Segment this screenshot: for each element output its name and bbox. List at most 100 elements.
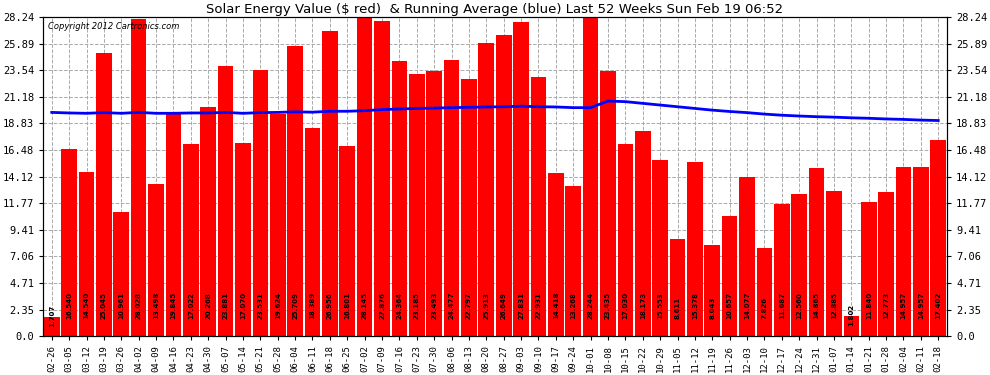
Bar [635, 131, 650, 336]
Text: 17.402: 17.402 [936, 292, 941, 320]
Text: 15.378: 15.378 [692, 292, 698, 320]
Text: 23.881: 23.881 [223, 292, 229, 320]
Text: 7.826: 7.826 [761, 297, 767, 320]
Text: Copyright 2012 Cartronics.com: Copyright 2012 Cartronics.com [48, 22, 179, 31]
Text: 23.435: 23.435 [605, 292, 611, 320]
Bar [78, 172, 94, 336]
Bar [96, 53, 112, 336]
Bar [409, 74, 425, 336]
Text: 14.865: 14.865 [814, 292, 820, 320]
Bar [114, 212, 129, 336]
Bar [478, 43, 494, 336]
Text: 8.043: 8.043 [709, 297, 716, 320]
Text: 1.707: 1.707 [49, 304, 54, 327]
Bar [444, 60, 459, 336]
Bar [236, 143, 250, 336]
Text: 11.840: 11.840 [865, 292, 872, 320]
Text: 12.773: 12.773 [883, 292, 889, 320]
Bar [809, 168, 825, 336]
Bar [252, 70, 268, 336]
Bar [131, 20, 147, 336]
Bar [305, 128, 321, 336]
Bar [270, 114, 285, 336]
Bar [896, 167, 912, 336]
Bar [600, 71, 616, 336]
Bar [878, 192, 894, 336]
Bar [548, 173, 563, 336]
Text: 23.531: 23.531 [257, 292, 263, 320]
Text: 20.268: 20.268 [205, 292, 211, 320]
Text: 28.244: 28.244 [588, 292, 594, 320]
Text: 17.030: 17.030 [623, 292, 629, 320]
Text: 26.649: 26.649 [501, 292, 507, 320]
Bar [774, 204, 790, 336]
Text: 17.022: 17.022 [188, 292, 194, 320]
Text: 16.801: 16.801 [345, 292, 350, 320]
Text: 12.885: 12.885 [831, 292, 837, 320]
Text: 1.802: 1.802 [848, 304, 854, 326]
Bar [652, 160, 668, 336]
Bar [496, 35, 512, 336]
Bar [618, 144, 634, 336]
Bar [340, 146, 355, 336]
Bar [218, 66, 234, 336]
Bar [531, 77, 546, 336]
Bar [931, 140, 946, 336]
Bar [356, 18, 372, 336]
Bar [148, 184, 164, 336]
Text: 14.957: 14.957 [901, 292, 907, 320]
Text: 27.831: 27.831 [518, 292, 524, 320]
Bar [669, 239, 685, 336]
Text: 18.389: 18.389 [310, 292, 316, 320]
Text: 28.028: 28.028 [136, 292, 142, 320]
Bar [843, 316, 859, 336]
Text: 13.498: 13.498 [153, 292, 159, 320]
Text: 12.560: 12.560 [796, 292, 802, 320]
Text: 11.687: 11.687 [779, 292, 785, 320]
Text: 25.045: 25.045 [101, 292, 107, 320]
Text: 10.961: 10.961 [118, 292, 125, 320]
Text: 19.624: 19.624 [274, 292, 281, 320]
Text: 25.709: 25.709 [292, 292, 298, 320]
Bar [461, 78, 477, 336]
Bar [165, 112, 181, 336]
Text: 22.797: 22.797 [466, 292, 472, 320]
Bar [427, 70, 442, 336]
Text: 24.364: 24.364 [396, 292, 402, 320]
Text: 25.913: 25.913 [483, 292, 489, 320]
Bar [722, 216, 738, 336]
Title: Solar Energy Value ($ red)  & Running Average (blue) Last 52 Weeks Sun Feb 19 06: Solar Energy Value ($ red) & Running Ave… [207, 3, 783, 16]
Bar [200, 107, 216, 336]
Text: 28.145: 28.145 [361, 292, 367, 320]
Bar [740, 177, 754, 336]
Text: 26.956: 26.956 [327, 293, 333, 320]
Text: 13.268: 13.268 [570, 292, 576, 320]
Bar [687, 162, 703, 336]
Bar [513, 22, 529, 336]
Bar [322, 32, 338, 336]
Bar [61, 149, 77, 336]
Bar [826, 190, 842, 336]
Text: 19.845: 19.845 [170, 292, 176, 320]
Text: 14.540: 14.540 [83, 292, 89, 320]
Text: 14.418: 14.418 [552, 292, 558, 320]
Text: 23.185: 23.185 [414, 292, 420, 320]
Text: 15.553: 15.553 [657, 292, 663, 320]
Bar [183, 144, 199, 336]
Text: 23.493: 23.493 [432, 292, 438, 320]
Text: 24.477: 24.477 [448, 292, 454, 320]
Bar [705, 245, 720, 336]
Bar [287, 46, 303, 336]
Text: 18.173: 18.173 [640, 292, 645, 320]
Text: 27.876: 27.876 [379, 292, 385, 320]
Bar [791, 194, 807, 336]
Bar [756, 248, 772, 336]
Text: 16.540: 16.540 [66, 292, 72, 320]
Text: 14.957: 14.957 [918, 292, 924, 320]
Bar [861, 202, 876, 336]
Bar [583, 17, 598, 336]
Text: 8.611: 8.611 [674, 297, 680, 320]
Bar [392, 61, 407, 336]
Bar [44, 317, 59, 336]
Bar [913, 167, 929, 336]
